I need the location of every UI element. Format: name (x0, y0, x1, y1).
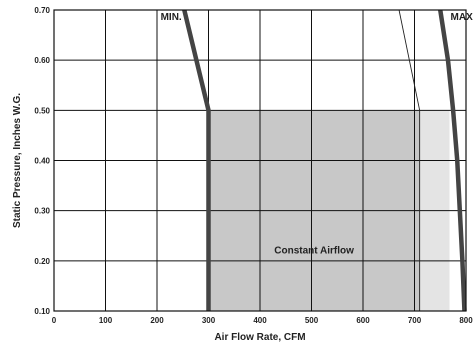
y-tick-label: 0.40 (34, 157, 50, 166)
y-tick-label: 0.30 (34, 207, 50, 216)
y-tick-label: 0.60 (34, 56, 50, 65)
y-axis-label: Static Pressure, Inches W.G. (12, 93, 23, 228)
y-tick-label: 0.70 (34, 6, 50, 15)
x-tick-label: 100 (99, 316, 113, 325)
x-tick-label: 300 (202, 316, 216, 325)
series-line-0 (182, 9, 211, 311)
x-tick-label: 500 (305, 316, 319, 325)
series-line-1 (438, 9, 467, 312)
tick-labels: 0 100 200 300 400 500 600 700 800 0.10 0.20 0.30 0.4… (34, 6, 473, 325)
y-tick-label: 0.20 (34, 257, 50, 266)
annotation-layer: MIN. MAX Constant Airflow (161, 12, 473, 256)
x-tick-label: 800 (459, 316, 473, 325)
x-axis-label: Air Flow Rate, CFM (214, 332, 305, 343)
x-tick-label: 600 (356, 316, 370, 325)
annotation-label: Constant Airflow (274, 245, 354, 256)
annotation-label: MIN. (161, 12, 182, 23)
series-layer (182, 9, 467, 312)
annotation-label: MAX (451, 12, 474, 23)
y-tick-label: 0.10 (34, 307, 50, 316)
y-tick-label: 0.50 (34, 106, 50, 115)
x-tick-label: 400 (253, 316, 267, 325)
plot-frame (53, 9, 467, 312)
x-tick-label: 0 (52, 316, 57, 325)
x-tick-label: 700 (408, 316, 422, 325)
x-tick-label: 200 (150, 316, 164, 325)
series-line-2 (398, 9, 421, 311)
